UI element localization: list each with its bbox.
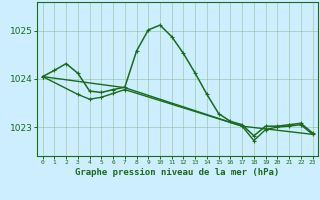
X-axis label: Graphe pression niveau de la mer (hPa): Graphe pression niveau de la mer (hPa) (76, 168, 280, 177)
